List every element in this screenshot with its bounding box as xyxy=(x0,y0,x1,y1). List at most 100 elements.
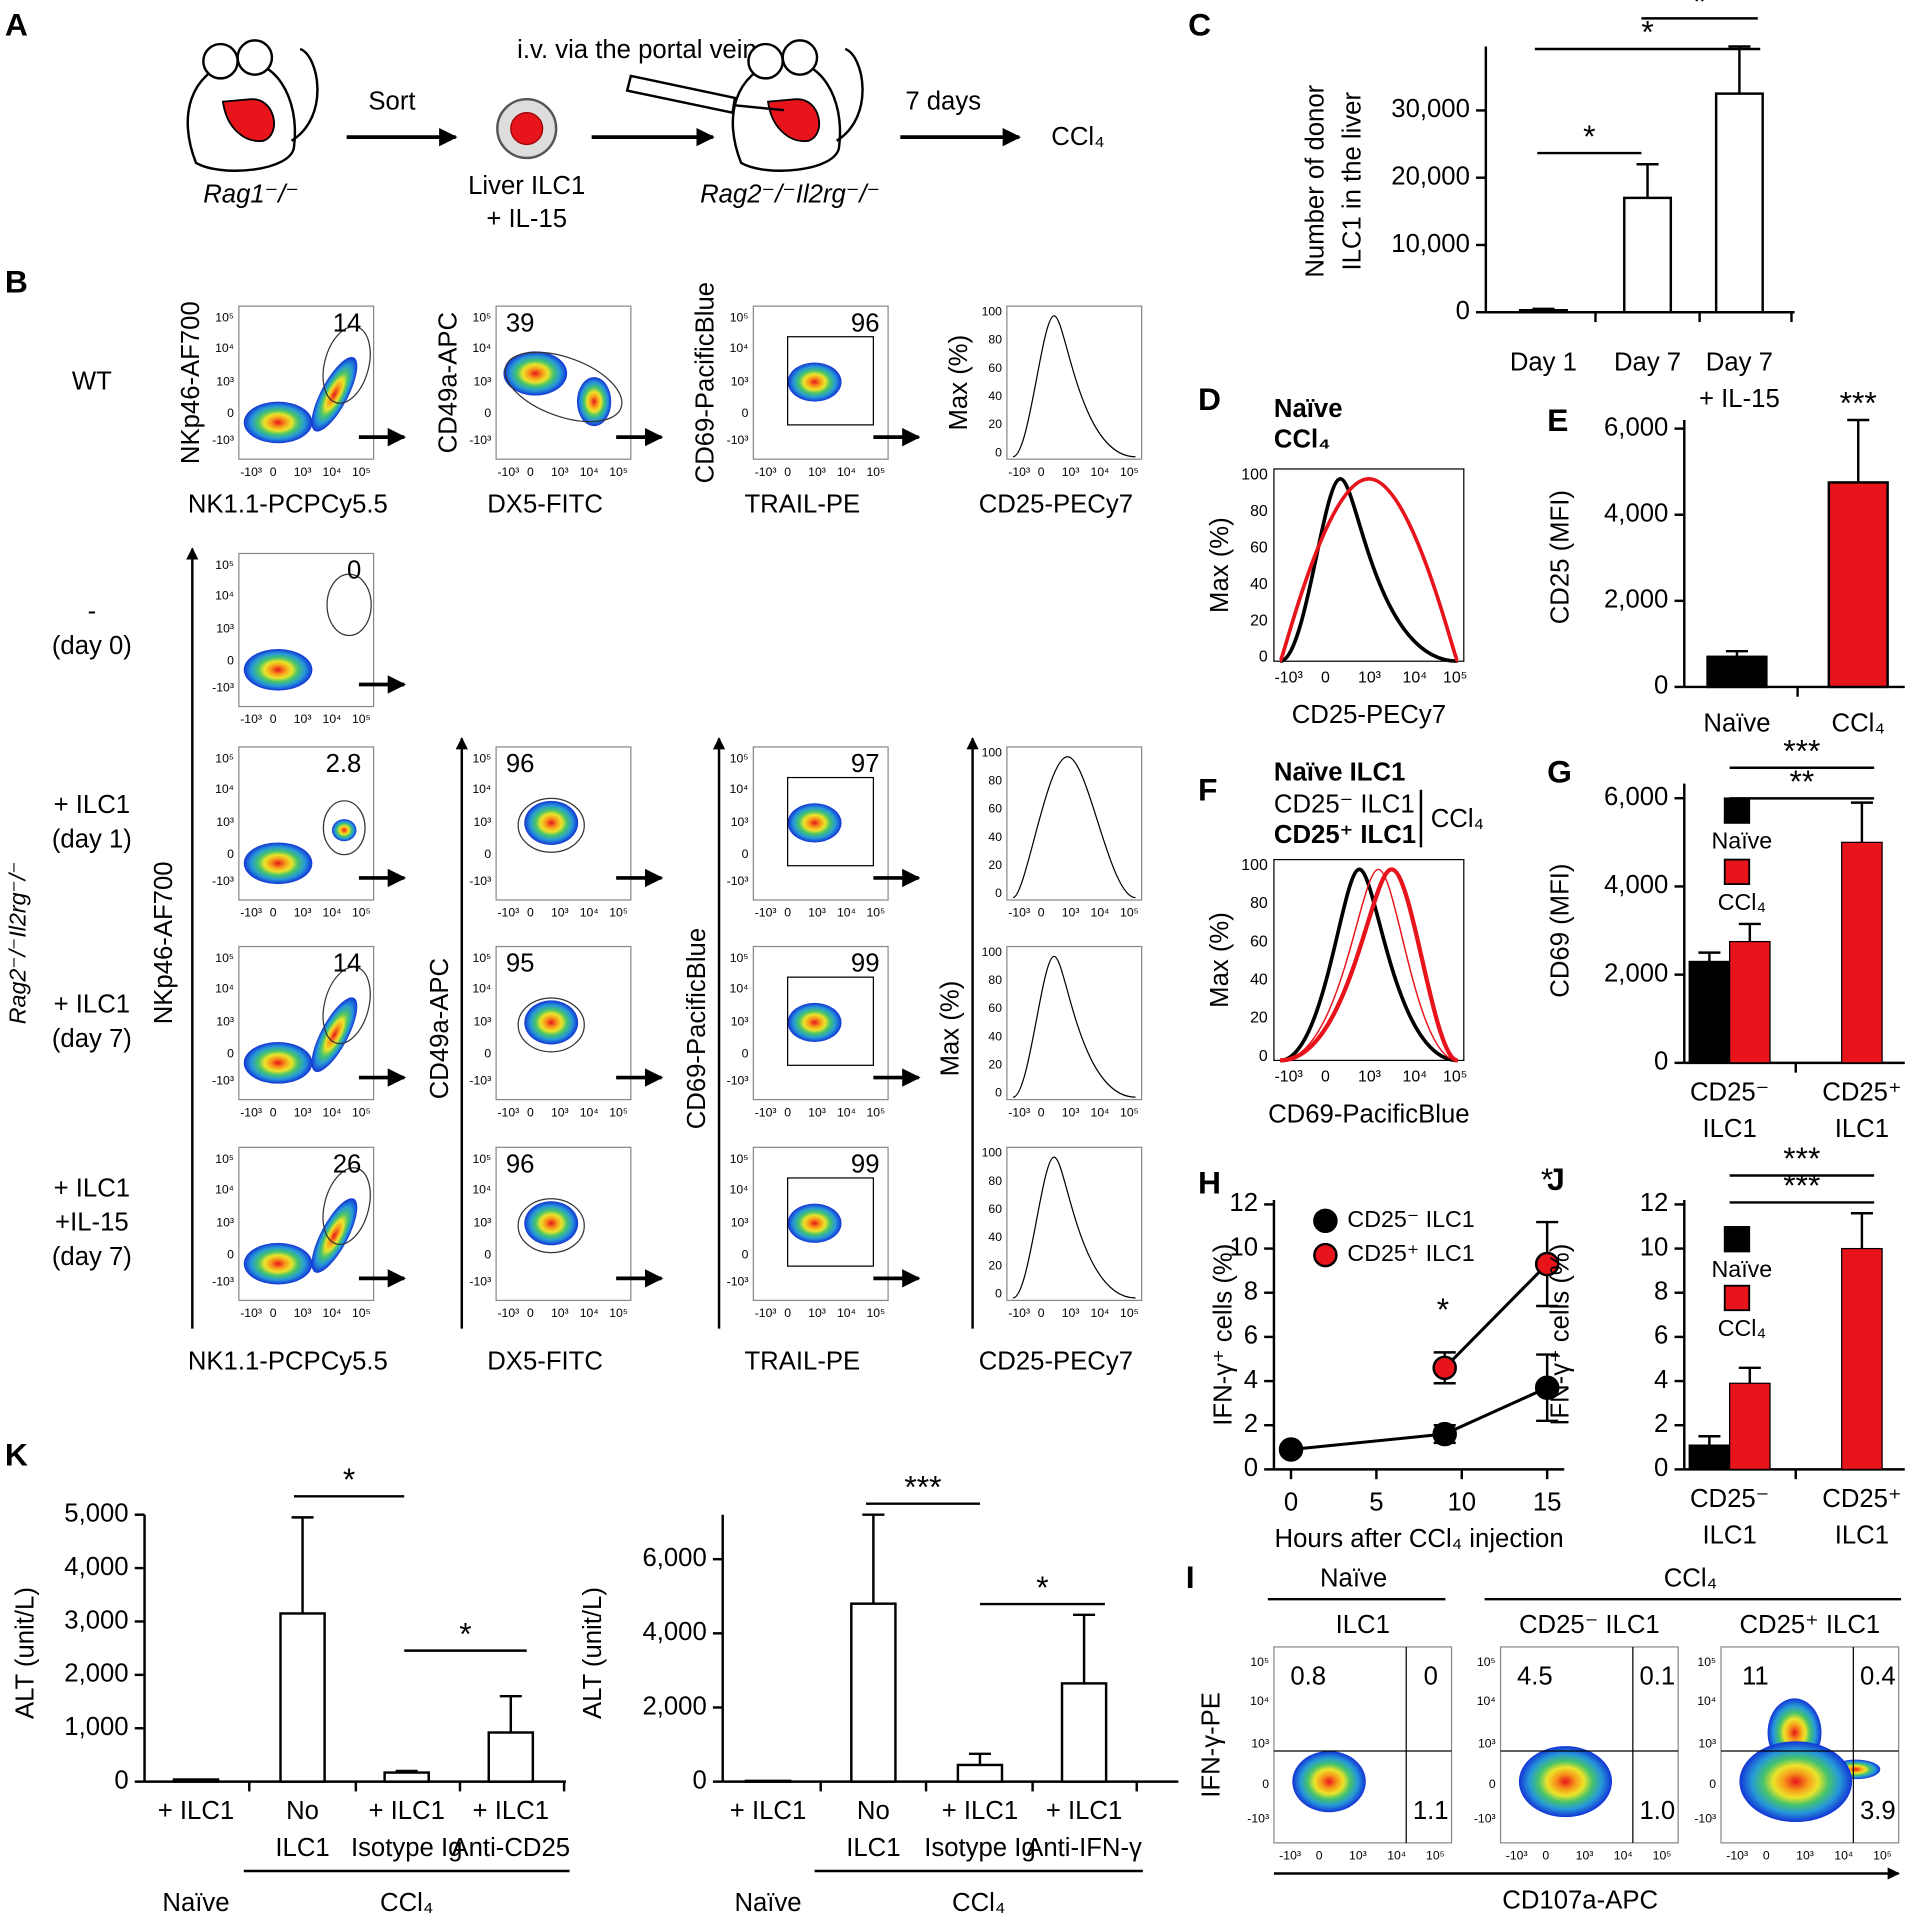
axis-title: CD69-PacificBlue xyxy=(692,282,720,483)
plot-frame xyxy=(495,305,632,460)
tick-label: 0 xyxy=(995,445,1002,459)
tick-label: 10⁵ xyxy=(1120,1306,1139,1320)
tick-label: 80 xyxy=(1250,895,1268,912)
tick-label: 10⁵ xyxy=(1653,1849,1672,1863)
panel-letter: J xyxy=(1547,1161,1565,1197)
quadrant-value: 0.1 xyxy=(1639,1662,1675,1690)
tick-label: 10⁵ xyxy=(1120,1105,1139,1119)
legend-label: CD25⁻ ILC1 xyxy=(1347,1206,1474,1232)
tick-label: 80 xyxy=(1250,503,1268,520)
plot-title: CD25⁻ ILC1 xyxy=(1519,1611,1660,1639)
tick-label: 10⁵ xyxy=(215,311,234,325)
quadrant-value: 0.8 xyxy=(1290,1662,1326,1690)
tick-label: 10⁴ xyxy=(215,982,234,996)
axis-title: Max (%) xyxy=(937,981,965,1077)
tick-label: 10⁵ xyxy=(609,1306,628,1320)
tick-label: 10⁵ xyxy=(473,751,492,765)
tick-label: -10³ xyxy=(727,1073,749,1087)
tick-label: 10⁴ xyxy=(730,982,749,996)
tick-label: 40 xyxy=(1250,972,1268,989)
y-axis-title: CD25 (MFI) xyxy=(1547,490,1575,624)
gate xyxy=(787,776,874,867)
tick-label: 10³ xyxy=(474,374,492,388)
error-bar xyxy=(862,1513,885,1604)
tick-label: 10³ xyxy=(294,906,312,920)
significance-label: * xyxy=(343,1461,355,1497)
y-tick-label: 20,000 xyxy=(1391,163,1470,191)
gate-value: 26 xyxy=(333,1151,362,1179)
bar xyxy=(1728,1382,1771,1470)
plot-frame xyxy=(752,945,889,1101)
point xyxy=(1534,1375,1560,1400)
plot-frame xyxy=(238,305,375,460)
y-tick-label: 3,000 xyxy=(64,1606,128,1634)
bar xyxy=(850,1602,897,1783)
tick-label: 20 xyxy=(1250,612,1268,629)
tick-label: 0 xyxy=(995,1287,1002,1301)
error-bar xyxy=(1728,45,1751,94)
tick-label: 0 xyxy=(1316,1849,1323,1863)
gate xyxy=(326,573,372,637)
error-bar xyxy=(1738,922,1761,942)
group-label: CCl₄ xyxy=(952,1889,1005,1917)
tick-label: 60 xyxy=(988,1001,1002,1015)
error-bar xyxy=(1532,307,1555,311)
mouse-tail xyxy=(835,47,864,142)
bar xyxy=(1518,309,1568,314)
axis-title: CD49a-APC xyxy=(434,312,462,453)
tick-label: -10³ xyxy=(755,906,777,920)
tick-label: 10⁵ xyxy=(730,311,749,325)
gate xyxy=(517,1198,585,1254)
x-tick-label: CD25⁺ xyxy=(1822,1078,1901,1106)
tick-label: 10⁴ xyxy=(1250,1694,1269,1708)
tick-label: -10³ xyxy=(212,1274,234,1288)
y-tick-label: 0 xyxy=(114,1766,128,1794)
mouse-ear xyxy=(747,42,784,80)
tick-label: 10⁴ xyxy=(323,906,342,920)
gate-value: 96 xyxy=(506,750,535,778)
error-bar xyxy=(291,1516,314,1614)
tick-label: 10⁴ xyxy=(1403,670,1428,687)
tick-label: -10³ xyxy=(755,1306,777,1320)
tick-label: 10⁴ xyxy=(323,712,342,726)
density-cloud xyxy=(311,1198,358,1273)
error-bar xyxy=(1636,163,1659,198)
plot-frame xyxy=(1720,1646,1900,1844)
row-label: (day 0) xyxy=(52,632,132,660)
tick-label: 0 xyxy=(227,847,234,861)
tick-label: 0 xyxy=(1321,1069,1330,1086)
density-cloud xyxy=(1518,1746,1613,1818)
tick-label: 40 xyxy=(988,1029,1002,1043)
tick-label: 0 xyxy=(270,465,277,479)
tick-label: 10⁵ xyxy=(1443,670,1467,687)
legend-label: Naïve xyxy=(1274,395,1343,423)
density-cloud xyxy=(524,1000,579,1045)
label: + IL-15 xyxy=(486,205,567,233)
significance-label: ** xyxy=(1789,763,1814,799)
tick-label: 20 xyxy=(988,858,1002,872)
density-cloud xyxy=(787,1002,842,1043)
y-tick-label: 4 xyxy=(1244,1366,1258,1394)
tick-label: 10⁴ xyxy=(580,465,599,479)
tick-label: 10³ xyxy=(551,1105,569,1119)
tick-label: 10⁴ xyxy=(215,589,234,603)
plot-frame xyxy=(1499,1646,1679,1844)
bar xyxy=(172,1778,220,1783)
liver xyxy=(221,98,275,142)
tick-label: 10⁵ xyxy=(473,311,492,325)
error-bar xyxy=(1698,1435,1721,1446)
tick-label: 20 xyxy=(988,1058,1002,1072)
significance-label: * xyxy=(459,1615,471,1651)
legend-swatch xyxy=(1723,1284,1751,1312)
tick-label: 10³ xyxy=(1062,906,1080,920)
bar xyxy=(487,1731,535,1783)
tick-label: 10⁵ xyxy=(215,951,234,965)
tick-label: 0 xyxy=(742,847,749,861)
panel-letter: H xyxy=(1198,1165,1221,1201)
x-tick-label: ILC1 xyxy=(1835,1522,1889,1550)
legend-label: CD25⁻ ILC1 xyxy=(1274,791,1415,819)
axis-title: Max (%) xyxy=(1206,912,1234,1008)
tick-label: -10³ xyxy=(469,1274,491,1288)
tick-label: 10³ xyxy=(1698,1736,1716,1750)
tick-label: 10³ xyxy=(551,1306,569,1320)
